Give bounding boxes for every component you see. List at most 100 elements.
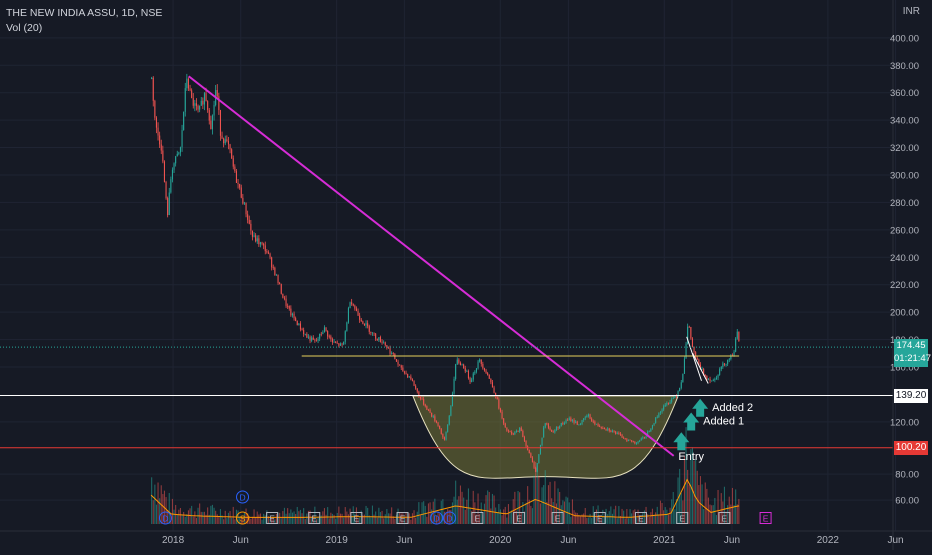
- candle-body: [466, 371, 468, 372]
- candle-body: [671, 399, 673, 402]
- volume-bar: [587, 517, 590, 524]
- candle-body: [683, 358, 686, 374]
- candle-body: [264, 245, 266, 252]
- candle-body: [712, 380, 714, 381]
- candle-body: [453, 379, 455, 394]
- candle-body: [216, 89, 218, 97]
- candle-body: [195, 103, 198, 106]
- level-tag-139: 139.20: [894, 388, 928, 403]
- candle-body: [573, 419, 575, 423]
- volume-bar: [483, 503, 486, 524]
- candle-body: [328, 336, 330, 338]
- volume-bar: [711, 505, 713, 524]
- candle-body: [165, 181, 167, 199]
- event-marker-letter: E: [638, 514, 644, 524]
- candle-body: [248, 219, 250, 224]
- level-tag-100: 100.20: [894, 440, 928, 455]
- volume-bar: [539, 503, 542, 524]
- volume-bar: [517, 491, 519, 524]
- volume-bar: [648, 516, 650, 524]
- volume-bar: [720, 493, 722, 524]
- event-marker-letter: E: [269, 514, 275, 524]
- candle-body: [592, 421, 594, 423]
- event-marker-e-icon: [718, 512, 731, 524]
- volume-bar: [576, 512, 578, 524]
- candle-body: [464, 368, 466, 372]
- candle-body: [303, 330, 305, 335]
- volume-bar: [488, 492, 490, 524]
- candle-body: [186, 78, 188, 89]
- volume-bar: [522, 502, 524, 524]
- candle-body: [659, 412, 662, 414]
- candle-body: [175, 156, 177, 164]
- candle-body: [335, 341, 337, 343]
- volume-bar: [573, 510, 575, 524]
- event-marker-letter: E: [722, 514, 728, 524]
- volume-bar: [339, 513, 342, 524]
- volume-bar: [207, 507, 209, 524]
- event-marker-d-icon: [443, 511, 457, 525]
- volume-bar: [543, 485, 545, 524]
- candle-body: [672, 397, 674, 400]
- volume-bar: [203, 511, 206, 524]
- x-tick-label: Jun: [888, 535, 904, 546]
- candle-body: [279, 282, 281, 285]
- candle-body: [159, 135, 161, 145]
- candle-body: [595, 423, 598, 425]
- volume-bar: [733, 504, 735, 524]
- volume-bar: [221, 515, 223, 524]
- candle-body: [219, 110, 222, 136]
- volume-bar: [586, 517, 588, 524]
- candle-body: [386, 345, 388, 348]
- volume-bar: [272, 517, 274, 524]
- volume-bar: [578, 514, 580, 524]
- currency-label: INR: [902, 6, 920, 17]
- volume-bar: [490, 508, 492, 524]
- candle-body: [208, 109, 210, 121]
- candle-body: [445, 431, 447, 440]
- volume-bar: [520, 512, 522, 524]
- candle-body: [495, 392, 497, 397]
- candle-body: [253, 235, 255, 237]
- candle-body: [437, 422, 439, 426]
- volume-bar: [267, 516, 270, 524]
- x-tick-label: 2020: [489, 535, 512, 546]
- candle-body: [533, 462, 535, 468]
- x-tick-label: Jun: [724, 535, 740, 546]
- candle-body: [439, 425, 441, 429]
- volume-bar: [642, 512, 644, 524]
- event-marker-e-icon: [759, 512, 772, 524]
- y-tick-label: 120.00: [890, 417, 919, 428]
- candle-body: [287, 305, 289, 307]
- candle-body: [288, 306, 290, 309]
- volume-bar: [677, 477, 679, 524]
- candle-body: [357, 310, 359, 316]
- y-tick-label: 380.00: [890, 61, 919, 72]
- volume-bar: [640, 517, 642, 524]
- volume-bar: [579, 516, 582, 524]
- candle-body: [711, 380, 713, 382]
- candle-body: [587, 414, 590, 417]
- volume-bar: [655, 512, 657, 524]
- candle-body: [632, 441, 634, 443]
- symbol-title[interactable]: THE NEW INDIA ASSU, 1D, NSE: [6, 7, 163, 19]
- volume-bar: [717, 490, 719, 524]
- candle-body: [629, 439, 631, 441]
- candle-body: [178, 152, 180, 154]
- volume-bar: [202, 511, 204, 524]
- candle-body: [347, 308, 350, 323]
- candle-body: [434, 416, 436, 421]
- volume-bar: [331, 513, 334, 524]
- candle-body: [498, 399, 500, 409]
- volume-indicator-label[interactable]: Vol (20): [6, 22, 43, 34]
- y-tick-label: 160.00: [890, 363, 919, 374]
- candle-body: [399, 364, 401, 366]
- candle-body: [461, 364, 463, 366]
- volume-bar: [493, 495, 495, 524]
- trendline-breakout: [686, 336, 702, 381]
- candle-body: [293, 313, 295, 319]
- candle-body: [267, 252, 270, 254]
- candle-body: [685, 343, 687, 359]
